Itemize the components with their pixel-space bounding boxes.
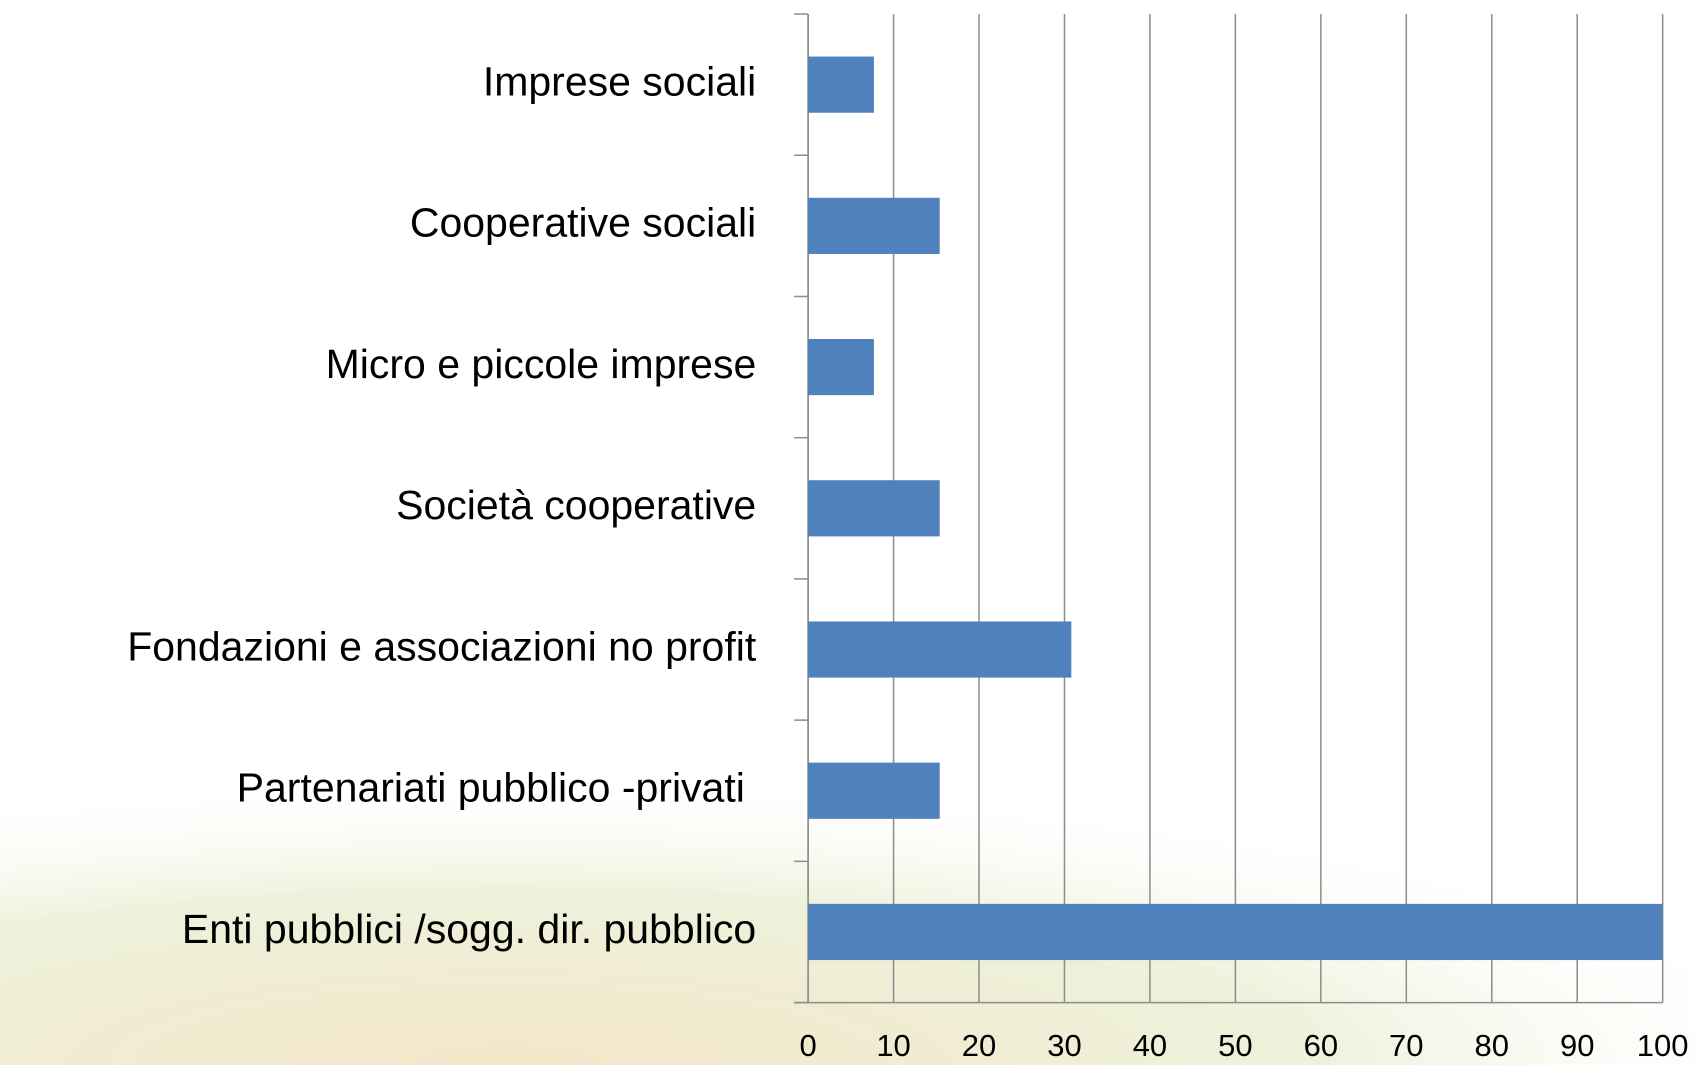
- background-illustration: [0, 700, 1694, 1065]
- bar: [808, 480, 940, 537]
- bar: [808, 762, 940, 819]
- bar: [808, 197, 940, 254]
- bar: [808, 621, 1072, 678]
- x-tick-label: 70: [1389, 1028, 1423, 1063]
- y-tick-label: Enti pubblici /sogg. dir. pubblico: [182, 906, 756, 952]
- x-tick-label: 60: [1304, 1028, 1338, 1063]
- bar: [808, 339, 874, 396]
- x-tick-label: 20: [962, 1028, 996, 1063]
- bar: [808, 903, 1663, 961]
- x-tick-label: 10: [876, 1028, 910, 1063]
- x-tick-label: 50: [1218, 1028, 1252, 1063]
- y-tick-label: Società cooperative: [396, 482, 756, 528]
- y-tick-label: Fondazioni e associazioni no profit: [127, 623, 757, 669]
- x-tick-label: 40: [1133, 1028, 1167, 1063]
- x-tick-label: 90: [1560, 1028, 1594, 1063]
- y-tick-label: Partenariati pubblico -privati: [237, 765, 757, 811]
- y-tick-label: Micro e piccole imprese: [326, 341, 757, 387]
- y-tick-label: Cooperative sociali: [410, 200, 756, 246]
- x-tick-label: 100: [1637, 1028, 1689, 1063]
- x-tick-label: 0: [799, 1028, 816, 1063]
- x-tick-label: 80: [1475, 1028, 1509, 1063]
- x-tick-label: 30: [1047, 1028, 1081, 1063]
- bar: [808, 56, 874, 113]
- y-tick-label: Imprese sociali: [483, 58, 756, 104]
